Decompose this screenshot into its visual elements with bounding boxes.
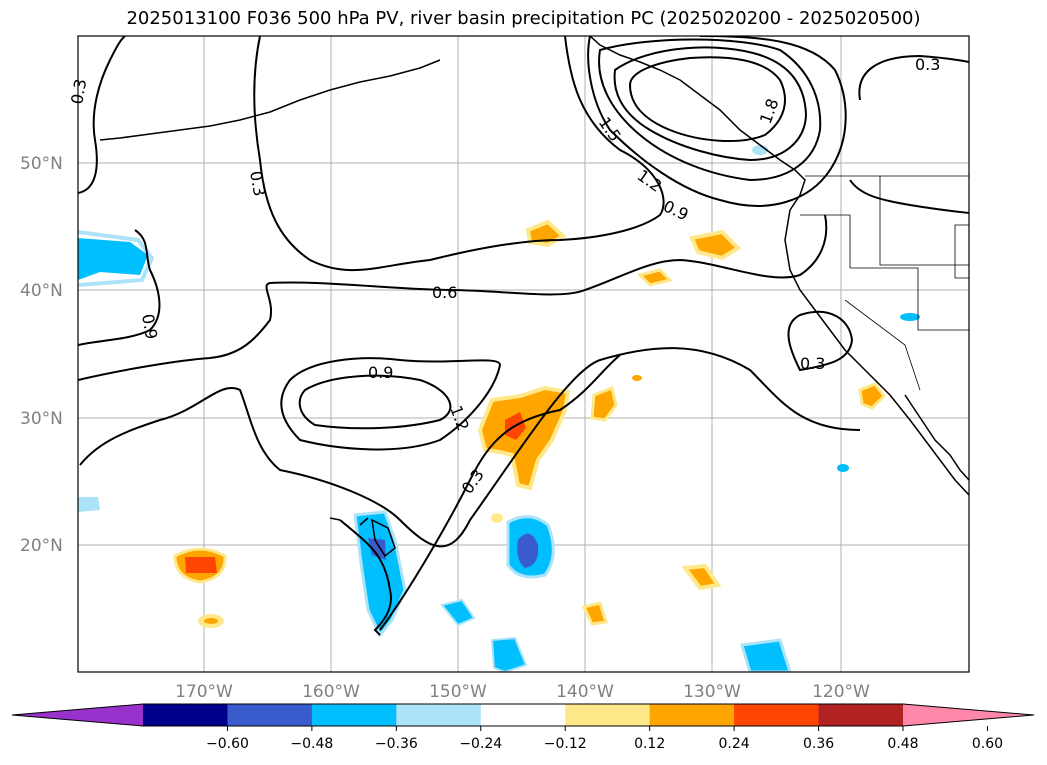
precip-small-orange <box>204 618 218 624</box>
colorbar-tick-label: 0.36 <box>803 736 834 752</box>
colorbar-tick-label: −0.48 <box>290 736 333 752</box>
colorbar-segment <box>311 704 397 726</box>
lon-label: 150°W <box>429 682 487 702</box>
contour-label: 0.3 <box>458 466 488 498</box>
map-title: 2025013100 F036 500 hPa PV, river basin … <box>126 8 921 29</box>
colorbar-tick-label: −0.36 <box>375 736 418 752</box>
precip-blue-dot1 <box>440 598 476 627</box>
precip-orange-strip <box>590 385 618 422</box>
colorbar-tick-label: 0.24 <box>719 736 750 752</box>
colorbar-segment <box>480 704 566 726</box>
precip-blue-small-e <box>837 464 849 472</box>
colorbar-tick-label: −0.12 <box>544 736 587 752</box>
lat-label: 20°N <box>20 536 63 556</box>
colorbar-extend-min <box>12 704 143 726</box>
precip-purple-oval <box>517 533 539 568</box>
precip-orange-dot-small <box>632 375 642 381</box>
colorbar-segment <box>143 704 228 726</box>
colorbar-outline <box>11 703 1035 727</box>
contour-label: 1.2 <box>446 403 473 433</box>
lon-label: 120°W <box>812 682 870 702</box>
colorbar-segment <box>565 704 651 726</box>
colorbar-segment <box>734 704 820 726</box>
coastlines <box>99 36 969 558</box>
colorbar-segment <box>227 704 313 726</box>
latitude-labels: 50°N 40°N 30°N 20°N <box>20 154 63 556</box>
contour-label: 0.6 <box>432 283 457 302</box>
longitude-labels: 170°W 160°W 150°W 140°W 130°W 120°W <box>175 682 870 702</box>
contour-label: 0.9 <box>138 312 161 340</box>
colorbar-tick-label: 0.48 <box>887 736 918 752</box>
precip-purple-hawaii <box>368 538 386 560</box>
lon-label: 130°W <box>683 682 741 702</box>
pv-contours <box>78 36 969 636</box>
contour-label: 0.3 <box>915 55 940 74</box>
lon-label: 170°W <box>175 682 233 702</box>
colorbar-segment <box>818 704 904 726</box>
colorbar-segment <box>396 704 482 726</box>
lat-label: 40°N <box>20 281 63 301</box>
precip-light-west <box>78 230 155 287</box>
contour-label: 0.3 <box>246 169 269 197</box>
colorbar-tick-label: −0.24 <box>459 736 502 752</box>
precip-orange-mid <box>581 601 608 626</box>
precip-blue-west <box>78 238 148 280</box>
precip-orange-dot-2 <box>491 513 503 523</box>
colorbar-tick-label: 0.60 <box>972 736 1003 752</box>
contour-label: 0.9 <box>368 363 393 382</box>
precip-blue-coast <box>900 313 920 321</box>
lat-label: 50°N <box>20 154 63 174</box>
contour-labels: 0.3 0.3 0.9 0.6 0.9 1.2 0.3 1.5 1.2 0.9 … <box>67 55 940 497</box>
precip-orange-coast <box>858 382 886 410</box>
precip-orange-top2 <box>689 229 742 261</box>
lon-label: 140°W <box>556 682 614 702</box>
colorbar: −0.60 −0.48 −0.36 −0.24 −0.12 0.12 0.24 0.36 0.4… <box>11 703 1035 752</box>
precip-blue-hawaii-band <box>353 510 407 638</box>
borders <box>800 175 969 391</box>
contour-label: 0.9 <box>660 196 691 224</box>
colorbar-tick-label: −0.60 <box>206 736 249 752</box>
precip-orange-oval-e <box>681 563 722 591</box>
precip-red-hawaii <box>185 557 217 573</box>
lat-label: 30°N <box>20 409 63 429</box>
precip-blue-east <box>740 638 792 672</box>
colorbar-extend-max <box>903 704 1034 726</box>
precip-orange-top3 <box>637 268 673 287</box>
colorbar-segment <box>649 704 735 726</box>
precip-blue-sw <box>78 497 100 512</box>
contour-label: 0.3 <box>800 354 825 373</box>
lon-label: 160°W <box>302 682 360 702</box>
map-frame <box>77 35 970 673</box>
contour-label: 1.2 <box>634 166 666 196</box>
contour-label: 0.3 <box>67 77 90 105</box>
colorbar-tick-label: 0.12 <box>634 736 665 752</box>
precip-blue-dot2 <box>490 636 528 672</box>
